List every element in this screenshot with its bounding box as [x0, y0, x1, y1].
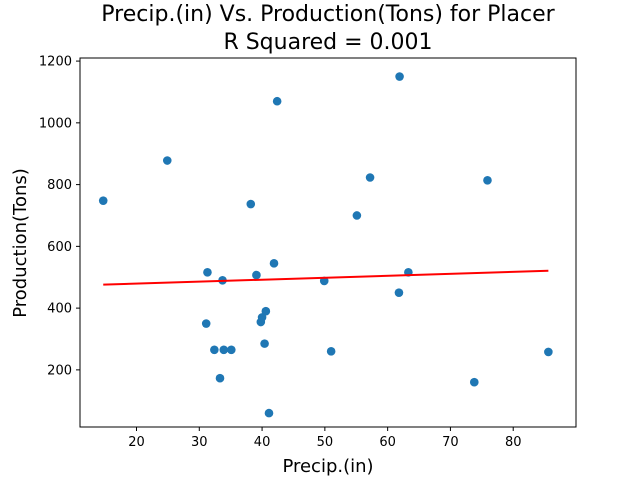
data-point — [260, 339, 269, 348]
data-point — [483, 175, 492, 185]
data-point — [203, 267, 212, 277]
y-tick-label: 200 — [47, 363, 72, 378]
data-point — [469, 377, 479, 387]
x-tick-label: 60 — [379, 435, 396, 450]
y-axis-label: Production(Tons) — [10, 168, 31, 318]
data-point — [544, 347, 553, 357]
data-point — [326, 347, 336, 356]
data-point — [352, 211, 362, 220]
x-tick-label: 20 — [128, 435, 145, 450]
x-axis-label: Precip.(in) — [282, 456, 373, 477]
y-tick-label: 600 — [47, 240, 72, 255]
data-point — [257, 313, 267, 322]
x-tick-label: 50 — [317, 435, 334, 450]
data-point — [246, 199, 256, 209]
data-point — [219, 345, 229, 355]
x-tick-label: 30 — [191, 435, 208, 450]
x-tick-label: 40 — [254, 435, 271, 450]
y-tick-label: 800 — [47, 178, 72, 193]
data-point — [201, 319, 211, 328]
data-point — [272, 96, 282, 106]
data-point — [394, 288, 404, 297]
data-point — [365, 173, 375, 182]
data-point — [252, 270, 261, 280]
x-tick-label: 70 — [442, 435, 459, 450]
data-point — [261, 306, 271, 316]
plot-frame — [79, 57, 577, 428]
y-tick-label: 1000 — [39, 116, 72, 131]
chart-title-line-2: R Squared = 0.001 — [223, 30, 432, 55]
data-point — [227, 345, 236, 355]
data-point — [269, 259, 279, 268]
data-point — [264, 408, 274, 418]
trendline — [103, 269, 549, 286]
data-point — [210, 345, 219, 355]
data-point — [215, 373, 225, 383]
data-point — [162, 156, 172, 165]
chart-title-line-1: Precip.(in) Vs. Production(Tons) for Pla… — [101, 2, 555, 27]
plot-area — [98, 72, 553, 418]
y-tick-label: 400 — [47, 302, 72, 317]
x-tick-label: 80 — [505, 435, 522, 450]
data-point — [395, 72, 404, 81]
data-point — [98, 196, 108, 205]
y-tick-label: 1200 — [39, 55, 72, 70]
